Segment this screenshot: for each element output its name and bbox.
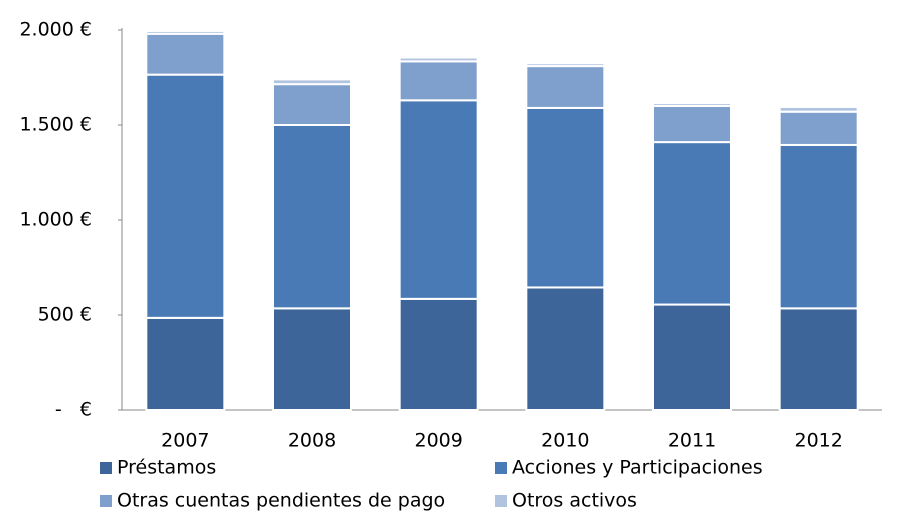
legend-swatch — [495, 495, 507, 507]
bar-segment — [525, 62, 606, 68]
bar-segment — [652, 303, 732, 411]
y-tick-label: 1.500 € — [19, 114, 92, 136]
bar-segment — [398, 60, 479, 102]
bar-segment — [525, 286, 606, 412]
legend-label: Otros activos — [512, 490, 637, 512]
bar-segment — [272, 78, 352, 86]
legend-swatch — [100, 495, 112, 507]
y-tick-label: 2.000 € — [19, 19, 92, 41]
bar-segment — [778, 143, 859, 310]
x-tick-label: 2007 — [161, 430, 209, 452]
bar-segment — [398, 99, 479, 300]
bar-segment — [398, 56, 479, 63]
bar-segment — [272, 124, 352, 310]
x-tick-label: 2008 — [288, 430, 336, 452]
bar-segment — [145, 73, 226, 319]
x-tick-label: 2009 — [414, 430, 462, 452]
bar-segment — [652, 105, 732, 144]
legend-label: Acciones y Participaciones — [512, 457, 763, 479]
y-tick-label: 500 € — [38, 304, 92, 326]
bar-segment — [272, 307, 352, 412]
legend-swatch — [495, 462, 507, 474]
x-tick-label: 2010 — [541, 430, 589, 452]
bar-segment — [145, 316, 226, 412]
legend-label: Otras cuentas pendientes de pago — [117, 490, 445, 512]
y-tick-label: 1.000 € — [19, 209, 92, 231]
legend-swatch — [100, 462, 112, 474]
legend-label: Préstamos — [117, 457, 216, 479]
bar-segment — [525, 65, 606, 109]
bar-segment — [778, 110, 859, 146]
bar-segment — [145, 29, 226, 35]
bar-segment — [525, 106, 606, 289]
bar-segment — [272, 83, 352, 126]
x-tick-label: 2012 — [794, 430, 842, 452]
bar-segment — [778, 105, 859, 113]
bar-segment — [145, 32, 226, 76]
bar-segment — [652, 141, 732, 306]
x-tick-label: 2011 — [668, 430, 716, 452]
bar-segment — [398, 297, 479, 412]
bar-segment — [652, 102, 732, 108]
y-tick-label: - € — [55, 399, 92, 421]
bar-segment — [778, 307, 859, 412]
